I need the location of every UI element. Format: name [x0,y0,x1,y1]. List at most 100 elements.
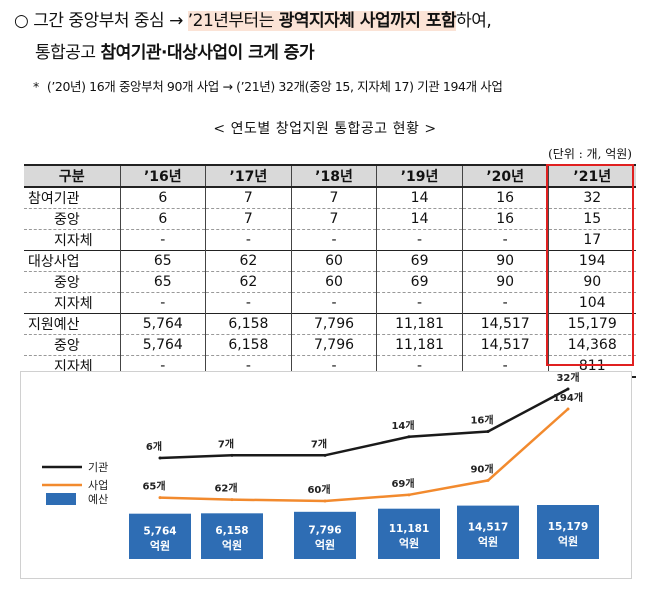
table-cell: 60 [290,250,377,272]
table-row-sub: 지자체 - - - - -17 [24,229,636,251]
budget-value-label: 7,796 [308,524,341,536]
table-cell: 14,517 [461,334,548,356]
table-cell: 104 [547,292,636,314]
bullet: ○ [14,11,29,31]
headline-line-1: ○ 그간 중앙부처 중심 → ’21년부터는 광역지자체 사업까지 포함하여, [14,6,492,31]
headline-part-2: 하여, [456,11,492,31]
table-cell: 65 [119,271,206,293]
table-caption: < 연도별 창업지원 통합공고 현황 > [213,121,437,137]
headline-highlight: ’21년부터는 광역지자체 사업까지 포함 [187,11,457,31]
table-cell: 16 [461,208,548,230]
header-cell: ’17년 [205,164,292,188]
table-cell: - [119,229,206,251]
headline-bold-1: 광역지자체 사업까지 포함 [278,11,457,31]
budget-unit-label: 억원 [222,538,242,552]
row-label: 지자체 [24,229,120,251]
table-cell: 6 [119,186,206,209]
series-line-program [159,408,569,503]
table-cell: - [205,292,292,314]
stats-table: 구분 ’16년 ’17년 ’18년 ’19년 ’20년 ’21년 참여기관 6 7 7… [24,164,636,378]
table-cell: 14 [376,208,463,230]
table-cell: - [290,292,377,314]
table-row-sub: 중앙 5,764 6,158 7,796 11,181 14,517 14,368 [24,334,636,356]
footnote-star: * [33,79,39,94]
header-cell: ’18년 [290,164,377,188]
data-point [566,387,570,391]
row-label: 중앙 [24,208,120,230]
table-cell: 60 [290,271,377,293]
headline-line2-part1: 통합공고 [35,43,101,63]
budget-value-label: 5,764 [143,525,176,537]
budget-bar [457,505,519,559]
table-cell: 5,764 [119,334,206,356]
budget-unit-label: 억원 [315,537,335,551]
data-label: 194개 [553,391,583,404]
table-cell: 14,368 [547,334,636,356]
table-cell: 14,517 [461,313,548,335]
table-row-sub: 중앙 6 7 7 14 16 15 [24,208,636,230]
data-point [323,499,327,503]
row-label: 참여기관 [24,186,120,209]
budget-value-label: 11,181 [389,523,430,535]
table-header-row: 구분 ’16년 ’17년 ’18년 ’19년 ’20년 ’21년 [24,164,636,188]
data-label: 62개 [214,482,237,495]
legend-label: 기관 [88,461,108,474]
header-cell: ’20년 [461,164,548,188]
data-point [407,493,411,497]
table-cell: - [205,229,292,251]
table-row-group: 지원예산 5,764 6,158 7,796 11,181 14,517 15,179 [24,313,636,335]
data-label: 14개 [391,419,414,432]
table-cell: - [461,229,548,251]
data-label: 6개 [146,440,162,453]
legend-swatch [46,493,76,505]
data-label: 90개 [470,462,493,475]
data-label: 16개 [470,413,493,426]
data-point [158,456,162,460]
data-label: 65개 [142,480,165,493]
table-cell: 7 [205,208,292,230]
table-row-group: 대상사업 65 62 60 69 90 194 [24,250,636,272]
unit-label: (단위 : 개, 억원) [548,147,632,161]
table-cell: 69 [376,250,463,272]
budget-bar [201,513,263,559]
row-label: 중앙 [24,271,120,293]
table-cell: 194 [547,250,636,272]
row-label: 지자체 [24,292,120,314]
table-cell: 6,158 [205,334,292,356]
table-cell: 7,796 [290,313,377,335]
header-cell: 구분 [24,164,120,188]
table-cell: 17 [547,229,636,251]
data-point [407,435,411,439]
table-cell: 6 [119,208,206,230]
trend-chart: 기관 사업 예산 6개 7개 7개 14개 16개 32개 65개 62개 60개 69개 90개 194개… [20,371,632,579]
table-cell: 90 [547,271,636,293]
budget-bar [537,505,599,559]
footnote-text: (’20년) 16개 중앙부처 90개 사업 → (’21년) 32개(중앙 1… [46,79,503,94]
table-cell: 16 [461,186,548,209]
budget-bar [378,508,440,559]
budget-value-label: 6,158 [215,525,248,537]
table-cell: - [376,292,463,314]
row-label: 중앙 [24,334,120,356]
data-label: 60개 [307,483,330,496]
table-cell: - [290,229,377,251]
data-label: 69개 [391,477,414,490]
headline-line2-bold: 참여기관·대상사업이 크게 증가 [100,43,315,63]
table-cell: 69 [376,271,463,293]
budget-unit-label: 억원 [478,534,498,548]
table-cell: 62 [205,250,292,272]
series-line-agency [159,387,569,460]
table-row-sub: 지자체 - - - - -104 [24,292,636,314]
footnote: * (’20년) 16개 중앙부처 90개 사업 → (’21년) 32개(중앙 … [33,76,503,95]
table-cell: 11,181 [376,313,463,335]
data-label: 32개 [556,371,579,384]
data-point [486,478,490,482]
table-cell: 6,158 [205,313,292,335]
table-cell: 7,796 [290,334,377,356]
legend-label: 사업 [88,479,108,492]
budget-bar [294,511,356,559]
budget-unit-label: 억원 [558,534,578,548]
table-cell: - [376,229,463,251]
data-point [230,498,234,502]
